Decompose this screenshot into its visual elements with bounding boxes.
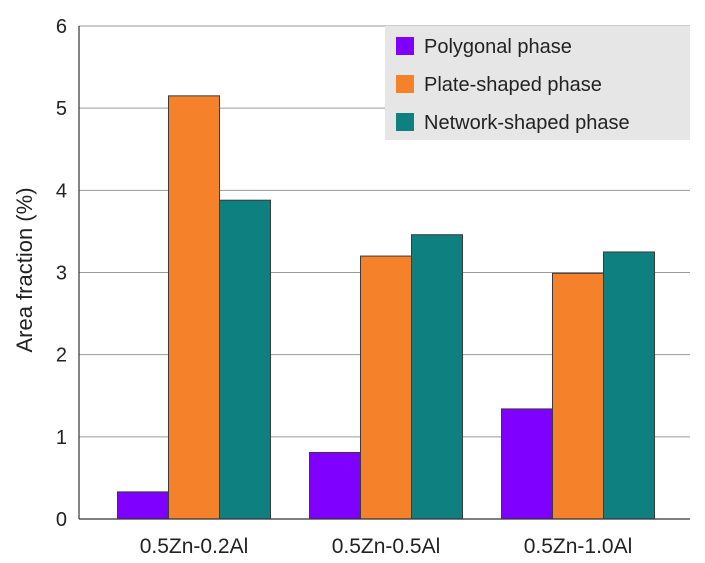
- y-tick-label: 1: [56, 427, 67, 449]
- bar-polygonal-phase-2: [501, 408, 553, 520]
- bar-network-shaped-phase-0: [219, 199, 271, 520]
- x-tick-label: 0.5Zn-0.2Al: [140, 535, 249, 558]
- legend-box: [385, 26, 690, 140]
- bar-plate-shaped-phase-1: [360, 255, 412, 520]
- x-tick-labels: 0.5Zn-0.2Al 0.5Zn-0.5Al 0.5Zn-1.0Al: [140, 535, 633, 558]
- legend-swatch: [396, 75, 414, 93]
- legend-label: Plate-shaped phase: [424, 74, 602, 96]
- bar-polygonal-phase-0: [117, 491, 169, 520]
- y-tick-label: 4: [56, 180, 67, 202]
- bar-plate-shaped-phase-2: [552, 272, 604, 520]
- y-tick-label: 6: [56, 16, 67, 38]
- y-tick-label: 2: [56, 345, 67, 367]
- bars-layer: [117, 95, 655, 520]
- y-tick-label: 5: [56, 98, 67, 120]
- bar-network-shaped-phase-1: [411, 234, 463, 520]
- x-tick-label: 0.5Zn-1.0Al: [524, 535, 633, 558]
- y-tick-labels: 0 1 2 3 4 5 6: [56, 16, 67, 531]
- y-tick-label: 3: [56, 263, 67, 285]
- bar-polygonal-phase-1: [309, 451, 361, 520]
- legend-label: Network-shaped phase: [424, 112, 630, 134]
- bar-network-shaped-phase-2: [603, 251, 655, 520]
- x-tick-label: 0.5Zn-0.5Al: [332, 535, 441, 558]
- legend-swatch: [396, 113, 414, 131]
- legend-label: Polygonal phase: [424, 36, 572, 58]
- bar-plate-shaped-phase-0: [168, 95, 220, 520]
- legend: Polygonal phase Plate-shaped phase Network…: [385, 26, 690, 140]
- y-axis-title: Area fraction (%): [12, 187, 37, 352]
- axis-layer: [78, 26, 690, 520]
- y-tick-label: 0: [56, 509, 67, 531]
- legend-swatch: [396, 37, 414, 55]
